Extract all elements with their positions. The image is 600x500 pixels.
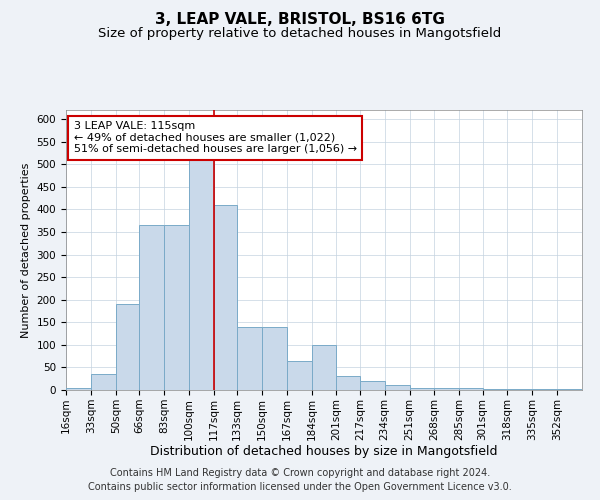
Bar: [410, 388, 434, 390]
Text: Size of property relative to detached houses in Mangotsfield: Size of property relative to detached ho…: [98, 28, 502, 40]
Bar: [434, 388, 459, 390]
Bar: [237, 327, 262, 390]
Bar: [482, 389, 508, 390]
Bar: [385, 386, 410, 390]
Bar: [116, 304, 139, 390]
Bar: [91, 374, 116, 390]
Bar: [66, 388, 91, 390]
Bar: [164, 225, 189, 390]
Bar: [508, 389, 532, 390]
Bar: [189, 160, 214, 390]
Bar: [360, 381, 385, 390]
Bar: [557, 389, 582, 390]
Text: 3 LEAP VALE: 115sqm
← 49% of detached houses are smaller (1,022)
51% of semi-det: 3 LEAP VALE: 115sqm ← 49% of detached ho…: [74, 121, 357, 154]
Bar: [139, 225, 164, 390]
Bar: [311, 345, 337, 390]
Bar: [337, 376, 360, 390]
X-axis label: Distribution of detached houses by size in Mangotsfield: Distribution of detached houses by size …: [150, 446, 498, 458]
Bar: [262, 327, 287, 390]
Bar: [532, 389, 557, 390]
Bar: [459, 388, 482, 390]
Bar: [287, 360, 311, 390]
Bar: [214, 205, 237, 390]
Text: 3, LEAP VALE, BRISTOL, BS16 6TG: 3, LEAP VALE, BRISTOL, BS16 6TG: [155, 12, 445, 28]
Text: Contains HM Land Registry data © Crown copyright and database right 2024.
Contai: Contains HM Land Registry data © Crown c…: [88, 468, 512, 492]
Y-axis label: Number of detached properties: Number of detached properties: [21, 162, 31, 338]
